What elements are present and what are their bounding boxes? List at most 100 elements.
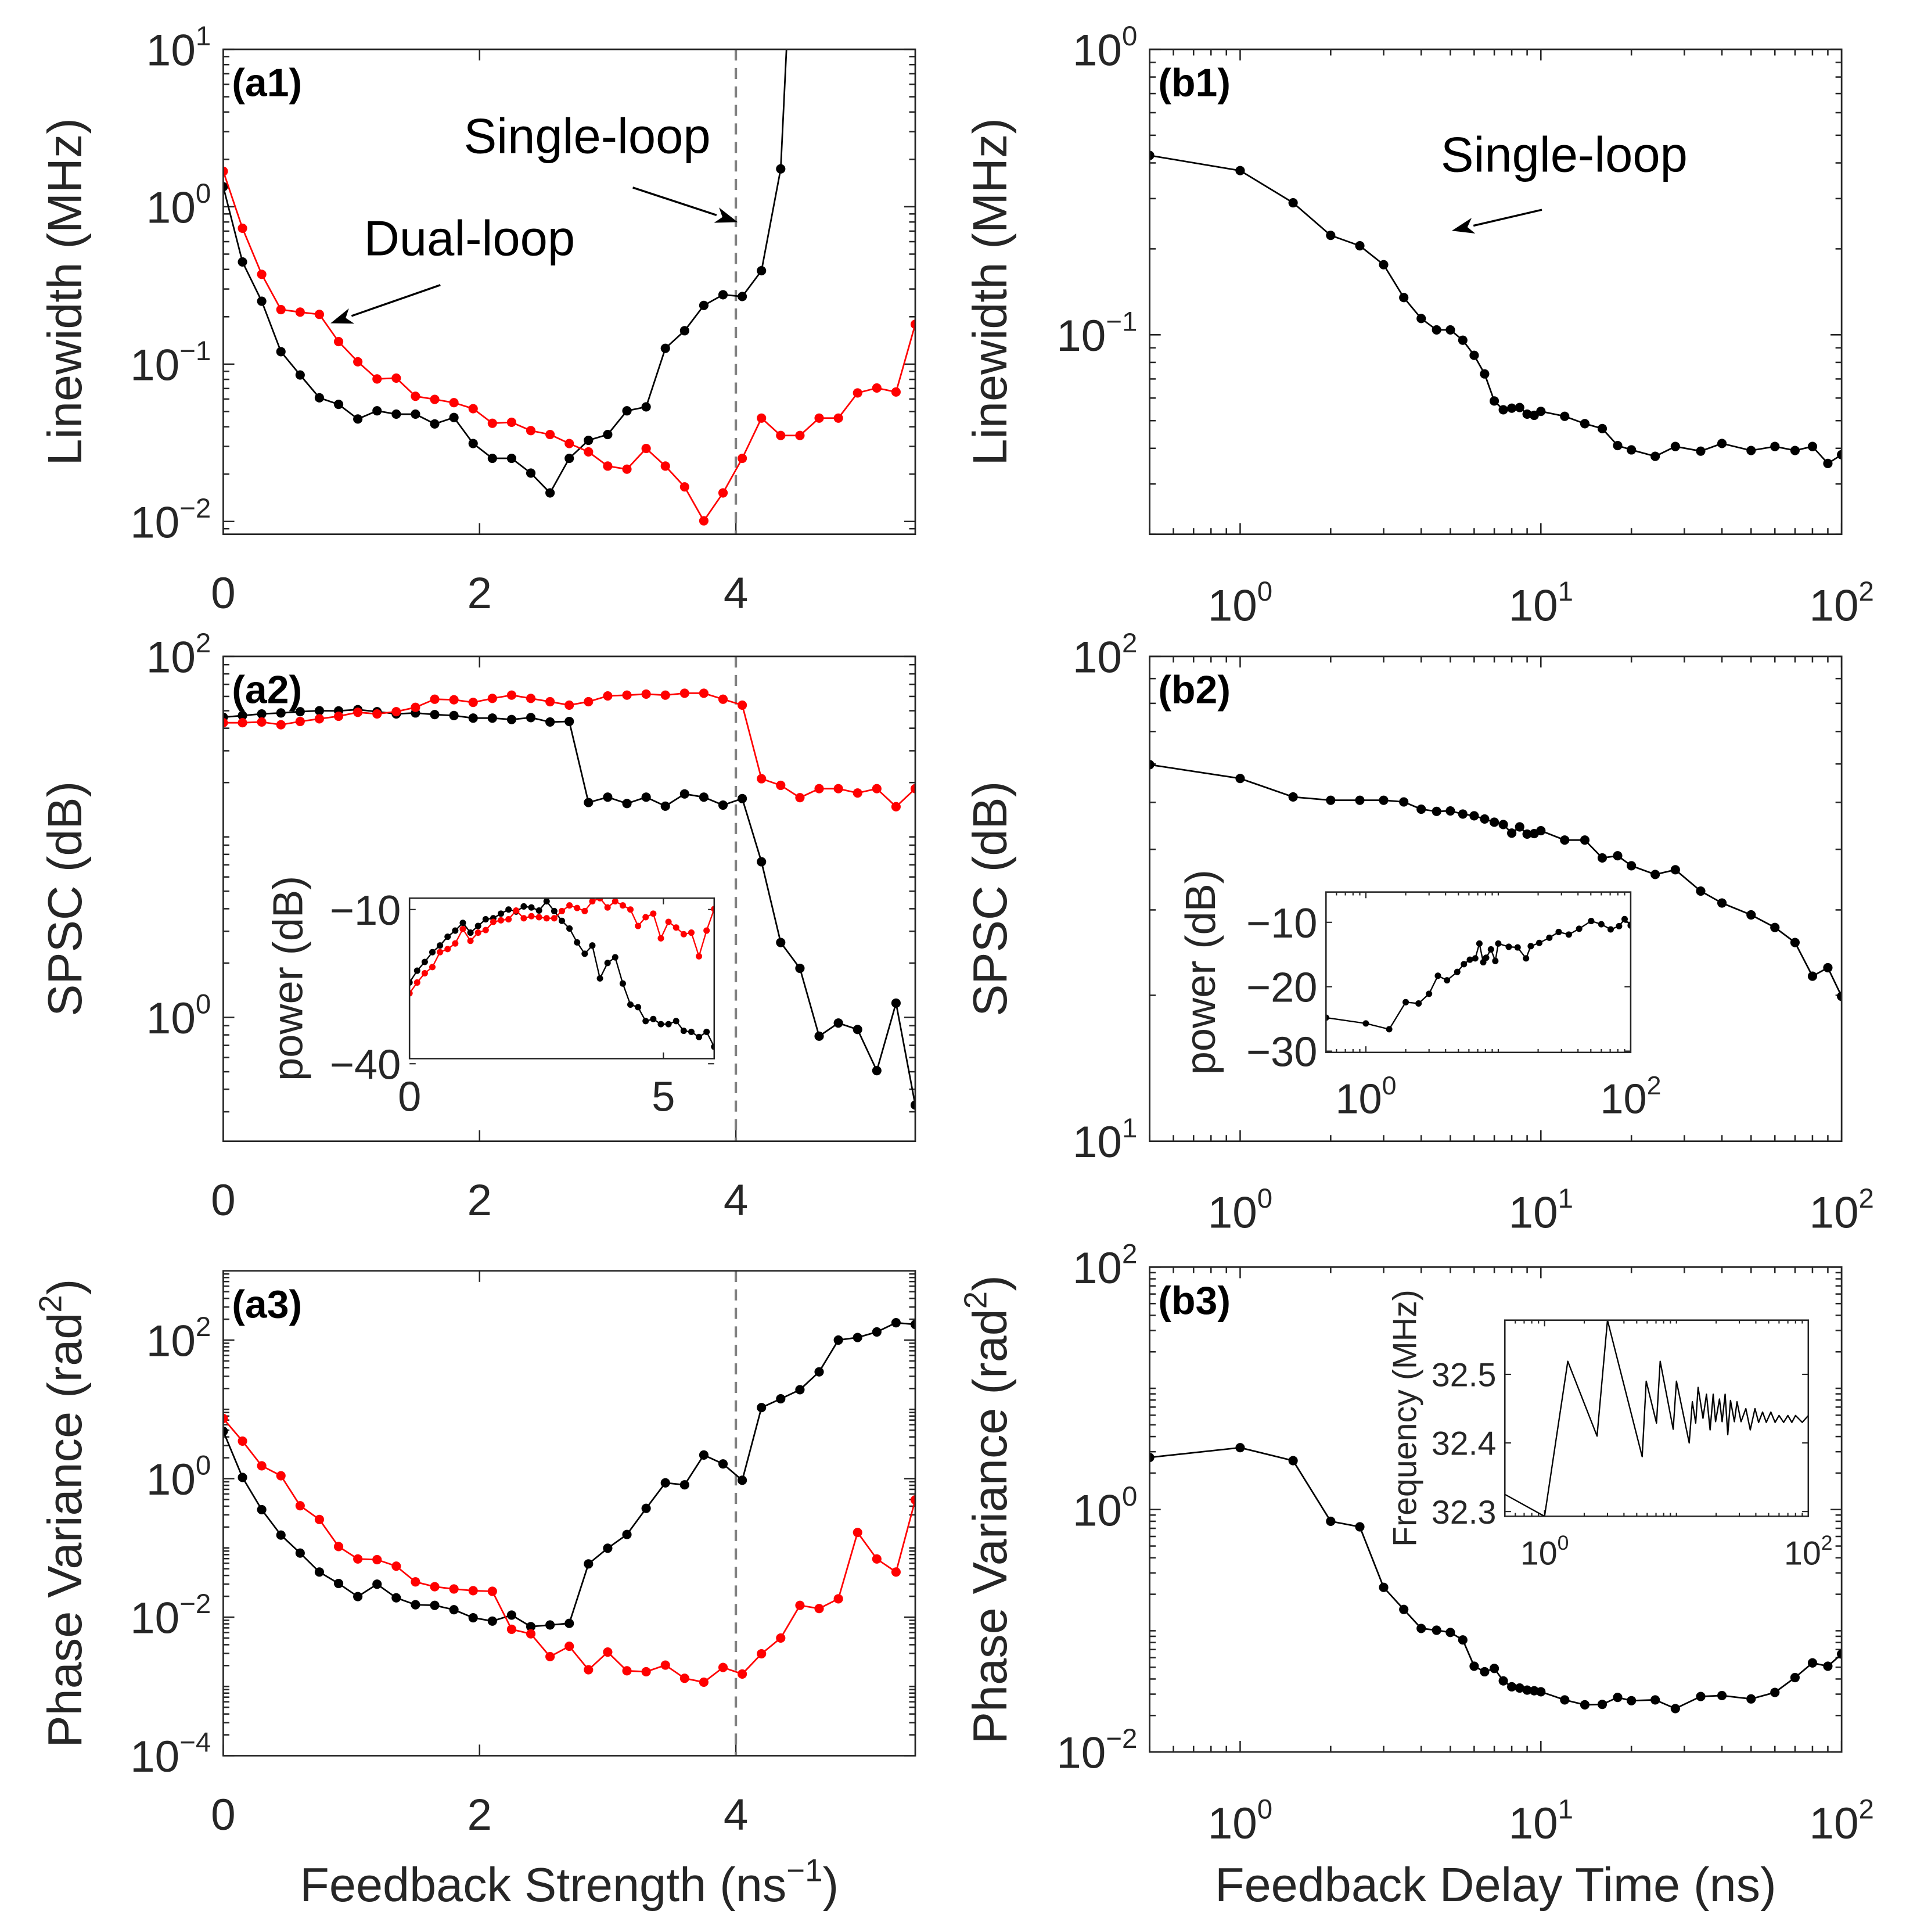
data-point xyxy=(564,439,574,448)
data-point xyxy=(1480,1667,1490,1677)
data-point xyxy=(612,898,618,905)
data-point xyxy=(353,1592,363,1601)
panel-b3-frame xyxy=(1149,1266,1843,1753)
data-point xyxy=(391,1561,401,1571)
data-point xyxy=(660,1660,670,1670)
data-point xyxy=(238,710,247,720)
data-point xyxy=(295,716,305,727)
data-point xyxy=(430,1600,440,1610)
data-point xyxy=(487,713,497,723)
data-point xyxy=(545,1620,555,1630)
data-point xyxy=(1613,1693,1623,1703)
x-tick-label-exponent: 0 xyxy=(1257,1183,1272,1214)
data-point xyxy=(1580,1700,1590,1710)
data-point xyxy=(581,950,588,957)
data-point xyxy=(1235,166,1245,175)
data-point xyxy=(506,1610,516,1620)
data-point xyxy=(679,1674,689,1683)
data-point xyxy=(612,954,618,961)
x-tick-label: 102 xyxy=(1809,1794,1873,1848)
y-axis-label-text: Phase Variance (rad xyxy=(38,1313,92,1748)
data-point xyxy=(1746,446,1756,455)
data-point xyxy=(1823,963,1833,973)
data-point xyxy=(673,924,679,931)
data-point xyxy=(1536,826,1546,836)
data-point xyxy=(795,430,805,440)
y-tick-label-base: 10 xyxy=(130,1732,179,1782)
y-tick-label: 10−4 xyxy=(130,1728,211,1782)
data-point xyxy=(1696,446,1706,456)
data-point xyxy=(1480,369,1490,379)
y-axis-label: Linewidth (MHz) xyxy=(38,118,92,465)
data-point xyxy=(660,690,670,700)
data-point xyxy=(411,702,420,712)
y-tick-label-exponent: 1 xyxy=(196,21,211,52)
data-point xyxy=(1823,458,1833,468)
data-point xyxy=(430,394,440,404)
annotation-arrow-line xyxy=(351,284,441,317)
y-tick-label: 100 xyxy=(1073,21,1137,75)
data-point xyxy=(833,413,843,423)
data-point xyxy=(506,453,516,464)
data-point xyxy=(1402,999,1409,1005)
data-point xyxy=(1837,450,1842,459)
data-point xyxy=(535,914,542,921)
data-point xyxy=(1627,1696,1637,1705)
x-axis-label-tail: ) xyxy=(823,1858,839,1912)
data-point xyxy=(526,468,536,478)
panel-a3-ticks xyxy=(222,1270,916,1757)
data-point xyxy=(1807,971,1818,981)
y-tick-label-base: −30 xyxy=(1246,1029,1317,1076)
data-point xyxy=(1355,1522,1365,1532)
data-point xyxy=(1355,795,1365,805)
x-tick-label: 101 xyxy=(1509,1794,1573,1848)
data-point xyxy=(1807,441,1818,451)
data-point xyxy=(1560,411,1570,421)
data-point xyxy=(482,927,489,933)
y-axis-label-text: Linewidth (MHz) xyxy=(38,118,92,465)
data-point xyxy=(1415,1000,1422,1007)
data-point xyxy=(421,958,428,965)
data-point xyxy=(589,898,596,905)
y-tick-label-base: 10 xyxy=(146,1317,196,1366)
data-point xyxy=(333,337,344,347)
data-point xyxy=(679,1480,689,1490)
data-point xyxy=(1472,955,1479,962)
data-point xyxy=(1560,835,1570,845)
data-point xyxy=(891,802,901,811)
data-point xyxy=(853,388,862,398)
data-point xyxy=(257,270,267,279)
data-point xyxy=(688,1028,695,1035)
data-point xyxy=(853,1025,862,1035)
data-point xyxy=(238,257,247,267)
data-point xyxy=(641,792,651,802)
x-tick-label-exponent: 0 xyxy=(1257,576,1272,607)
data-point xyxy=(506,417,516,428)
y-tick-label-exponent: 2 xyxy=(1122,1238,1137,1269)
data-point xyxy=(650,1015,657,1022)
data-point xyxy=(1432,1625,1441,1635)
data-point xyxy=(520,903,527,910)
data-point xyxy=(757,266,767,276)
x-axis-label-text: Feedback Strength (ns xyxy=(300,1858,786,1912)
panel-label: (b3) xyxy=(1158,1279,1231,1323)
data-point xyxy=(1492,957,1499,964)
inset-y-axis-label: power (dB) xyxy=(265,876,311,1081)
data-point xyxy=(574,939,581,946)
data-point xyxy=(622,1529,632,1539)
x-tick-label-exponent: 0 xyxy=(1257,1794,1272,1825)
y-tick-label: 100 xyxy=(1073,1481,1137,1535)
data-point xyxy=(444,946,451,953)
data-point xyxy=(551,907,558,914)
data-point xyxy=(1696,1692,1706,1701)
data-point xyxy=(372,1554,382,1565)
x-tick-label-base: 0 xyxy=(211,1790,236,1840)
data-point xyxy=(718,800,728,810)
y-tick-label: 102 xyxy=(146,1312,211,1366)
data-point xyxy=(1458,335,1468,345)
data-point xyxy=(421,969,428,977)
panel-label: (a2) xyxy=(232,668,302,712)
data-point xyxy=(1288,792,1298,802)
data-point xyxy=(223,1426,228,1436)
data-point xyxy=(411,409,420,419)
